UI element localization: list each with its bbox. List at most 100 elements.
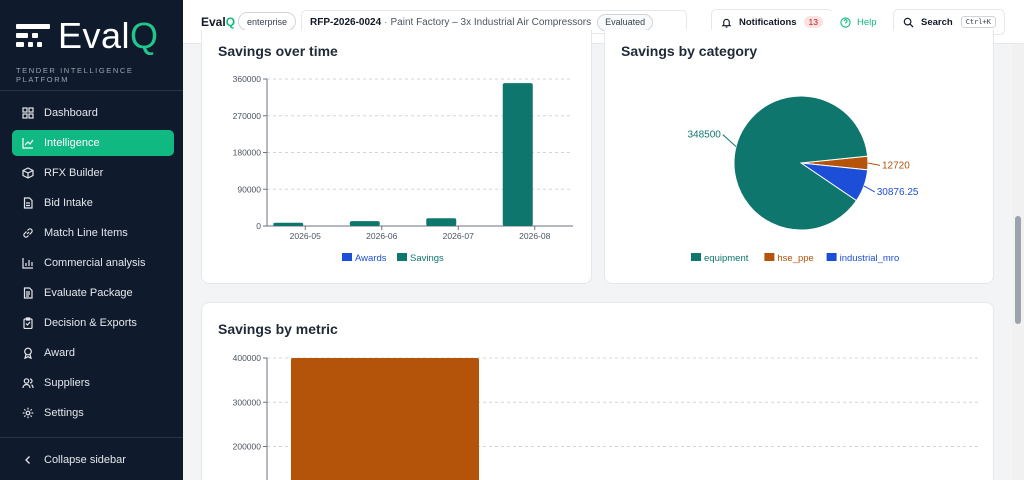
sidebar-nav: Dashboard Intelligence RFX Builder Bid I…	[12, 100, 174, 430]
y-tick-label: 300000	[233, 397, 262, 407]
y-tick-label: 90000	[237, 184, 261, 194]
y-tick-label: 0	[256, 221, 261, 231]
search-label: Search	[921, 16, 953, 28]
x-tick-label: 2026-05	[290, 231, 321, 241]
sidebar-item-commercial-analysis[interactable]: Commercial analysis	[12, 250, 174, 276]
x-tick-label: 2026-08	[519, 231, 550, 241]
x-tick-label: 2026-07	[443, 231, 474, 241]
sidebar-item-rfx-builder[interactable]: RFX Builder	[12, 160, 174, 186]
search-shortcut: Ctrl+K	[960, 16, 996, 28]
chart-line-icon	[22, 137, 34, 149]
y-tick-label: 180000	[233, 148, 262, 158]
sidebar-item-label: Intelligence	[44, 137, 100, 149]
brand[interactable]: EvalQ	[201, 15, 236, 29]
sidebar-item-match-line-items[interactable]: Match Line Items	[12, 220, 174, 246]
document-icon	[22, 287, 34, 299]
sidebar-item-decision-exports[interactable]: Decision & Exports	[12, 310, 174, 336]
sidebar-item-settings[interactable]: Settings	[12, 400, 174, 426]
legend-swatch-equipment	[691, 253, 701, 261]
sidebar-item-label: Settings	[44, 407, 84, 419]
sidebar-item-label: Decision & Exports	[44, 317, 137, 329]
card-title: Savings by category	[621, 43, 758, 59]
sidebar-item-label: Commercial analysis	[44, 257, 146, 269]
cube-icon	[22, 167, 34, 179]
sidebar-divider	[0, 90, 183, 91]
clipboard-icon	[22, 317, 34, 329]
scrollbar-thumb[interactable]	[1015, 216, 1021, 324]
tagline: TENDER INTELLIGENCE PLATFORM	[16, 66, 134, 84]
y-tick-label: 400000	[233, 353, 262, 363]
metric-bar	[291, 358, 479, 480]
savings-bar	[502, 83, 533, 226]
help-icon	[840, 16, 851, 28]
x-tick-label: 2026-06	[366, 231, 397, 241]
sidebar: EvalQ TENDER INTELLIGENCE PLATFORM Dashb…	[0, 0, 183, 480]
rfp-separator: ·	[384, 16, 388, 28]
legend-swatch-hse_ppe	[764, 253, 775, 261]
rfp-id: RFP-2026-0024	[310, 16, 382, 28]
savings-over-time-card: Savings over time 0 90000 180000 270000 3600…	[201, 30, 592, 284]
sidebar-item-label: RFX Builder	[44, 167, 104, 179]
rfp-title: Paint Factory – 3x Industrial Air Compre…	[390, 16, 592, 28]
pie-slice-equipment	[733, 95, 869, 231]
notifications-label: Notifications	[739, 16, 797, 28]
help-label: Help	[857, 16, 877, 28]
sidebar-item-intelligence[interactable]: Intelligence	[12, 130, 174, 156]
sidebar-item-label: Evaluate Package	[44, 287, 133, 299]
pie-label: 348500	[687, 130, 721, 141]
legend-label-hse_ppe: hse_ppe	[777, 253, 813, 264]
y-tick-label: 200000	[233, 442, 262, 452]
y-tick-label: 360000	[233, 74, 262, 84]
pie-leader-line	[863, 185, 875, 193]
sidebar-item-bid-intake[interactable]: Bid Intake	[12, 190, 174, 216]
legend-label-equipment: equipment	[704, 253, 749, 264]
link-icon	[22, 227, 34, 239]
plan-badge: enterprise	[238, 12, 297, 31]
status-badge: Evaluated	[597, 13, 654, 31]
savings-by-category-card: Savings by category 12720 30876.25 348500 e…	[604, 30, 994, 284]
sidebar-item-label: Match Line Items	[44, 227, 128, 239]
savings-bar	[273, 222, 304, 226]
card-title: Savings by metric	[218, 321, 338, 337]
bell-icon	[721, 17, 732, 28]
savings-by-metric-card: Savings by metric 200000 300000 400000	[201, 302, 994, 480]
collapse-sidebar-button[interactable]: Collapse sidebar	[12, 447, 174, 473]
chevron-left-icon	[22, 454, 34, 466]
users-icon	[22, 377, 34, 389]
gear-icon	[22, 407, 34, 419]
logo-text: EvalQ	[58, 15, 159, 56]
collapse-label: Collapse sidebar	[44, 454, 126, 466]
sidebar-item-suppliers[interactable]: Suppliers	[12, 370, 174, 396]
card-title: Savings over time	[218, 43, 338, 59]
notifications-count: 13	[803, 16, 823, 28]
savings-bar	[349, 221, 380, 226]
pie-leader-line	[722, 134, 737, 147]
sidebar-item-label: Award	[44, 347, 75, 359]
dashboard-icon	[22, 107, 34, 119]
savings-bar	[426, 218, 457, 226]
file-icon	[22, 197, 34, 209]
sidebar-item-award[interactable]: Award	[12, 340, 174, 366]
sidebar-item-label: Dashboard	[44, 107, 98, 119]
logo[interactable]: EvalQ	[16, 16, 159, 56]
bar-chart-icon	[22, 257, 34, 269]
pie-label: 30876.25	[877, 187, 919, 198]
page-scrollbar[interactable]	[1012, 44, 1024, 480]
legend-label-awards: Awards	[355, 253, 387, 264]
savings-by-metric-chart: 200000 300000 400000	[233, 353, 978, 480]
legend-label-industrial_mro: industrial_mro	[840, 253, 900, 264]
legend-swatch-savings	[397, 253, 407, 261]
savings-over-time-chart: 0 90000 180000 270000 360000 2026-05 2026-06 20…	[233, 74, 573, 264]
sidebar-item-evaluate-package[interactable]: Evaluate Package	[12, 280, 174, 306]
legend-swatch-industrial_mro	[826, 253, 837, 261]
award-icon	[22, 347, 34, 359]
sidebar-divider	[0, 437, 183, 438]
legend-label-savings: Savings	[410, 253, 444, 264]
sidebar-item-label: Bid Intake	[44, 197, 93, 209]
savings-by-category-chart: 12720 30876.25 348500 equipment hse_ppe indus…	[687, 95, 919, 264]
legend-swatch-awards	[342, 253, 352, 261]
y-tick-label: 270000	[233, 111, 262, 121]
sidebar-item-dashboard[interactable]: Dashboard	[12, 100, 174, 126]
sidebar-item-label: Suppliers	[44, 377, 90, 389]
pie-leader-line	[867, 162, 881, 166]
